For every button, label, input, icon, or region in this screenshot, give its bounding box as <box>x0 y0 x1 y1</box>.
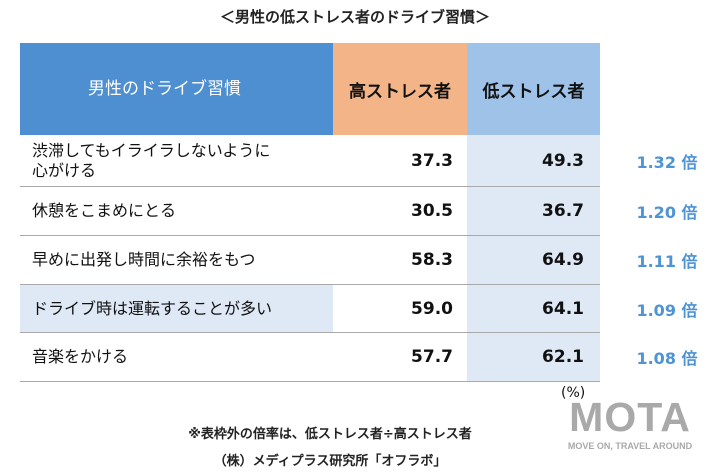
logo-tagline: MOVE ON, TRAVEL AROUND <box>567 441 693 451</box>
high-stress-value: 37.3 <box>411 150 453 171</box>
source-credit: （株）メディプラス研究所「オフラボ」 <box>213 454 447 469</box>
table-row: 渋滞してもイライラしないように 心がける 37.3 49.3 1.32 倍 <box>20 135 698 187</box>
chart-title: ＜男性の低ストレス者のドライブ習慣＞ <box>219 8 490 26</box>
high-stress-value: 57.7 <box>411 347 453 367</box>
logo-wordmark: MOTA <box>569 394 691 440</box>
habits-table: 男性のドライブ習慣 高ストレス者 低ストレス者 渋滞してもイライラしないように心… <box>20 43 698 382</box>
low-stress-value: 64.1 <box>467 285 600 332</box>
ratio-footnote: ※表枠外の倍率は、低ストレス者÷高ストレス者 <box>188 427 472 442</box>
ratio-value: 1.08 倍 <box>636 349 698 368</box>
habit-label: 音楽をかける <box>32 347 129 366</box>
mota-logo: MOTA MOVE ON, TRAVEL AROUND <box>555 385 705 451</box>
ratio-value: 1.11 倍 <box>636 252 698 271</box>
low-stress-value: 64.9 <box>467 236 600 284</box>
ratio-value: 1.32 倍 <box>636 152 698 172</box>
low-stress-value: 62.1 <box>467 333 600 381</box>
habit-label: ドライブ時は運転することが多い <box>20 285 333 332</box>
ratio-value: 1.09 倍 <box>636 300 698 320</box>
habit-label: 渋滞してもイライラしないように 心がける <box>32 140 271 180</box>
header-low-stress: 低ストレス者 <box>467 43 600 135</box>
low-stress-value: 49.3 <box>467 135 600 186</box>
header-habit: 男性のドライブ習慣 <box>20 43 333 135</box>
habit-label: 早めに出発し時間に余裕をもつ <box>32 250 256 269</box>
table-header-row: 男性のドライブ習慣 高ストレス者 低ストレス者 <box>20 43 600 135</box>
low-stress-value: 36.7 <box>467 187 600 235</box>
header-high-stress: 高ストレス者 <box>333 43 467 135</box>
unit-label: (%) <box>561 385 586 401</box>
table-row: 音楽をかける 57.7 62.1 1.08 倍 <box>20 333 698 382</box>
table-row: 休憩をこまめにとる 30.5 36.7 1.20 倍 <box>20 187 698 236</box>
table-row: 早めに出発し時間に余裕をもつ 58.3 64.9 1.11 倍 <box>20 236 698 285</box>
high-stress-value: 30.5 <box>411 201 453 221</box>
habit-label: 休憩をこまめにとる <box>32 201 177 220</box>
table-row: ドライブ時は運転することが多い 59.0 64.1 1.09 倍 <box>20 285 698 333</box>
high-stress-value: 58.3 <box>411 250 453 270</box>
high-stress-value: 59.0 <box>411 298 453 319</box>
ratio-value: 1.20 倍 <box>636 203 698 222</box>
